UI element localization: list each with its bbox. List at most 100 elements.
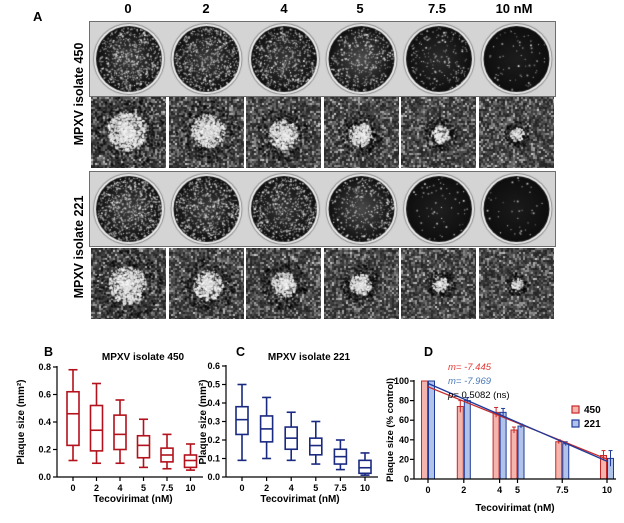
y-tick-label: 0.3 bbox=[207, 417, 220, 427]
x-tick-label: 5 bbox=[141, 483, 146, 493]
box-2 bbox=[259, 396, 274, 460]
bar-450-7.5 bbox=[555, 441, 563, 480]
x-tick-label: 7.5 bbox=[334, 483, 347, 493]
y-tick-label: 0.8 bbox=[38, 362, 51, 372]
plaque-zoom-221-4nm bbox=[246, 248, 321, 319]
x-tick-label: 5 bbox=[515, 485, 520, 495]
y-tick-label: 80 bbox=[399, 396, 409, 406]
well-450-4nm bbox=[245, 22, 323, 96]
legend-label-221: 221 bbox=[584, 419, 601, 430]
bar-450-4 bbox=[492, 411, 500, 480]
plaque-zoom-450-7-5nm bbox=[401, 97, 476, 168]
y-tick-label: 0.1 bbox=[207, 454, 220, 464]
x-tick-label: 10 bbox=[360, 483, 370, 493]
well-221-2nm bbox=[168, 172, 245, 246]
box-2 bbox=[89, 382, 104, 465]
plaque-zoom-450-0nm bbox=[91, 97, 166, 168]
y-tick-label: 40 bbox=[399, 435, 409, 445]
y-tick-label: 20 bbox=[399, 454, 409, 464]
regression-line-221 bbox=[427, 382, 608, 462]
y-tick-label: 60 bbox=[399, 415, 409, 425]
y-axis-label: Plaque size (% control) bbox=[385, 378, 396, 482]
well-450-7-5nm bbox=[400, 22, 478, 96]
box-0 bbox=[235, 383, 249, 462]
panel-label-a: A bbox=[33, 9, 43, 24]
x-tick-label: 10 bbox=[602, 485, 612, 495]
x-tick-label: 4 bbox=[289, 483, 294, 493]
x-tick-label: 0 bbox=[239, 483, 244, 493]
x-tick-label: 5 bbox=[313, 483, 318, 493]
x-tick-label: 2 bbox=[264, 483, 269, 493]
y-axis-label: Plaque size (mm²) bbox=[16, 379, 27, 464]
x-tick-label: 0 bbox=[70, 483, 75, 493]
well-450-2nm bbox=[168, 22, 245, 96]
box-7.5 bbox=[333, 439, 348, 471]
x-tick-label: 4 bbox=[497, 485, 502, 495]
x-axis-label: Tecovirimat (nM) bbox=[93, 494, 172, 505]
plaque-zoom-450-5nm bbox=[324, 97, 399, 168]
plaque-zoom-450-2nm bbox=[169, 97, 244, 168]
p-value-label: p= 0.5082 (ns) bbox=[447, 390, 510, 401]
plaque-zoom-450-4nm bbox=[246, 97, 321, 168]
y-tick-label: 0.4 bbox=[207, 398, 220, 408]
bar-221-0 bbox=[428, 380, 435, 480]
bar-450-2 bbox=[456, 405, 464, 480]
plaque-zoom-221-10nm bbox=[479, 248, 554, 319]
x-tick-label: 0 bbox=[425, 485, 430, 495]
x-axis-label: Tecovirimat (nM) bbox=[475, 503, 554, 514]
box-iqr bbox=[235, 405, 249, 436]
box-10 bbox=[358, 452, 372, 476]
bar-221-7.5 bbox=[562, 443, 570, 480]
well-221-4nm bbox=[245, 172, 323, 246]
plaque-zoom-221-5nm bbox=[324, 248, 399, 319]
y-tick-label: 0.2 bbox=[207, 435, 220, 445]
y-tick-label: 0.4 bbox=[38, 417, 51, 427]
y-axis-label: Plaque size (mm²) bbox=[198, 379, 209, 464]
box-iqr bbox=[136, 434, 151, 459]
box-iqr bbox=[113, 414, 127, 451]
box-5 bbox=[136, 418, 151, 469]
y-tick-label: 0.0 bbox=[38, 472, 51, 482]
well-221-5nm bbox=[323, 172, 400, 246]
panel-label-c: C bbox=[236, 345, 245, 359]
x-tick-label: 10 bbox=[185, 483, 195, 493]
p-value-prefix: p= bbox=[447, 390, 459, 401]
slope-label-450: m= -7.445 bbox=[448, 362, 492, 373]
plaque-zoom-221-7-5nm bbox=[401, 248, 476, 319]
y-tick-label: 0 bbox=[404, 474, 409, 484]
y-tick-label: 0.6 bbox=[207, 361, 220, 371]
panel-c: C MPXV isolate 221 0.0 0.1 0.2 0.3 0.4 0.5 0.6 0 2… bbox=[198, 345, 378, 505]
panel-label-b: B bbox=[44, 345, 53, 359]
column-label-4nm: 4 bbox=[280, 1, 288, 16]
box-iqr bbox=[308, 437, 323, 456]
chart-title: MPXV isolate 221 bbox=[268, 352, 351, 363]
y-tick-label: 100 bbox=[394, 376, 409, 386]
legend-swatch-450 bbox=[571, 405, 580, 414]
x-tick-label: 7.5 bbox=[161, 483, 174, 493]
plaque-zoom-221-0nm bbox=[91, 248, 166, 319]
box-iqr bbox=[358, 459, 372, 475]
y-tick-label: 0.0 bbox=[207, 472, 220, 482]
chart-title: MPXV isolate 450 bbox=[102, 352, 185, 363]
x-tick-label: 2 bbox=[461, 485, 466, 495]
bar-450-5 bbox=[510, 429, 518, 480]
column-label-10nm: 10 nM bbox=[495, 1, 533, 16]
panel-b: B MPXV isolate 450 0.0 0.2 0.4 0.6 0.8 0 2 4 5 7.5 1… bbox=[16, 345, 203, 505]
plaque-zoom-221-2nm bbox=[169, 248, 244, 319]
box-0 bbox=[66, 368, 80, 462]
y-tick-label: 0.5 bbox=[207, 380, 220, 390]
well-221-7-5nm bbox=[400, 172, 478, 246]
box-10 bbox=[183, 443, 198, 471]
column-label-5nm: 5 bbox=[356, 1, 364, 16]
x-tick-label: 2 bbox=[94, 483, 99, 493]
bar-221-2 bbox=[463, 400, 471, 480]
p-value-text: 0.5082 (ns) bbox=[459, 390, 510, 401]
well-450-5nm bbox=[323, 22, 400, 96]
panel-d: D 0 20 40 60 80 100 0 2 4 5 7.5 10 Plaque size (% con… bbox=[385, 345, 616, 514]
box-4 bbox=[113, 399, 127, 465]
well-450-10nm bbox=[478, 22, 555, 96]
box-iqr bbox=[89, 404, 104, 452]
well-221-0nm bbox=[90, 172, 168, 246]
